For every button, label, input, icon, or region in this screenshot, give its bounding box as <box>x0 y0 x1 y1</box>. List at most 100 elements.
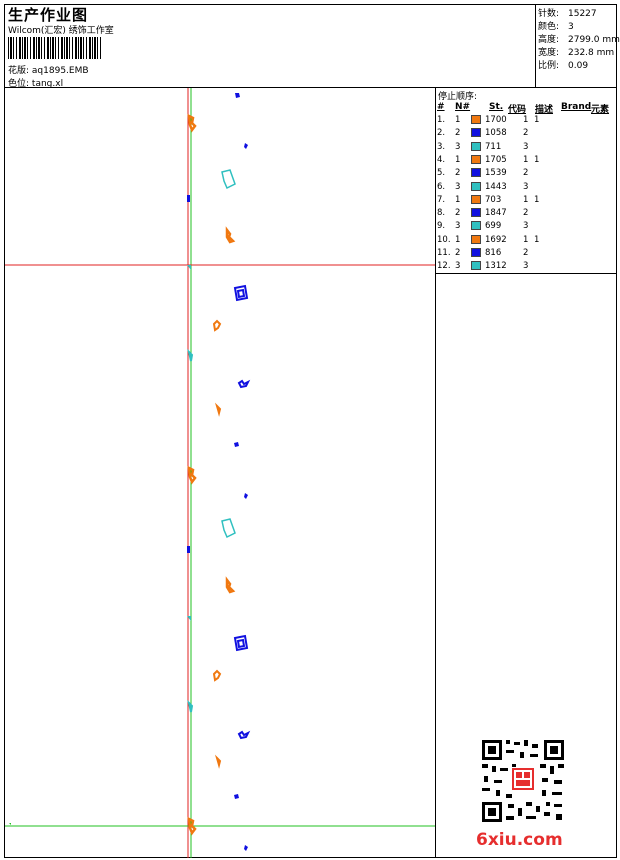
row-stitches: 703 <box>485 194 502 205</box>
row-code: 2 <box>523 208 529 219</box>
col-header-index: # <box>437 102 445 112</box>
stop-sequence-panel <box>435 88 617 858</box>
cyan-stitch-1 <box>221 169 236 190</box>
row-index: 10. <box>437 234 451 245</box>
stop-sequence-title: 停止顺序: <box>438 92 478 102</box>
row-code: 2 <box>523 168 529 179</box>
row-code: 3 <box>523 181 529 192</box>
row-needle: 3 <box>455 261 461 272</box>
col-header-needle: N# <box>455 102 471 112</box>
row-needle: 3 <box>455 181 461 192</box>
row-index: 4. <box>437 154 446 165</box>
row-needle: 3 <box>455 221 461 232</box>
row-stitches: 1539 <box>485 168 507 179</box>
color-swatch <box>471 261 481 271</box>
table-row: 5. 2 1539 2 <box>436 167 614 180</box>
colorpos-value: tang.xl <box>31 79 64 89</box>
color-position: 色位: tang.xl <box>8 76 63 89</box>
blue-stitch-11 <box>234 794 239 799</box>
orange-stitch-3 <box>212 319 222 332</box>
row-index: 11. <box>437 248 451 258</box>
blue-stitch-7 <box>244 493 248 499</box>
color-swatch <box>471 168 481 178</box>
row-code: 2 <box>523 248 529 258</box>
table-row: 4. 1 1705 1 1 <box>436 154 614 167</box>
row-code: 1 <box>523 154 529 165</box>
table-row: 3. 3 711 3 <box>436 141 614 154</box>
row-stitches: 1705 <box>485 154 507 165</box>
orange-stitch-8 <box>214 754 222 769</box>
row-needle: 2 <box>455 208 461 219</box>
header-stats-box <box>535 4 617 88</box>
table-row: 8. 2 1847 2 <box>436 207 614 220</box>
row-index: 5. <box>437 168 446 179</box>
color-swatch <box>471 248 481 257</box>
row-stitches: 1692 <box>485 234 507 245</box>
table-row: 7. 1 703 1 1 <box>436 194 614 207</box>
row-stitches: 1058 <box>485 128 507 139</box>
stat-width: 宽度: 232.8 mm <box>538 48 615 58</box>
row-needle: 2 <box>455 168 461 179</box>
table-row: 12. 3 1312 3 <box>436 260 614 273</box>
barcode <box>8 37 103 59</box>
blue-stitch-4 <box>233 284 249 302</box>
color-swatch <box>471 115 481 124</box>
blue-stitch-12 <box>244 845 248 851</box>
color-swatch <box>471 141 481 151</box>
motif-group-top <box>187 93 248 270</box>
col-header-element: 元素 <box>591 105 610 115</box>
color-swatch <box>471 234 481 244</box>
row-stitches: 1700 <box>485 115 507 125</box>
row-index: 1. <box>437 115 446 125</box>
col-header-desc: 描述 <box>535 105 554 115</box>
table-row: 6. 3 1443 3 <box>436 181 614 194</box>
cyan-stitch-6 <box>187 699 194 713</box>
orange-stitch-5 <box>187 465 197 485</box>
stat-height: 高度: 2799.0 mm <box>538 35 620 45</box>
table-row: 9. 3 699 3 <box>436 220 614 233</box>
header-info-box <box>4 4 536 88</box>
page-title: 生产作业图 <box>8 6 89 24</box>
embroidery-canvas <box>5 88 435 858</box>
table-row: 2. 2 1058 2 <box>436 127 614 140</box>
panel-divider <box>435 273 617 274</box>
row-desc: 1 <box>534 115 540 125</box>
blue-stitch-10 <box>237 730 251 740</box>
row-stitches: 1847 <box>485 208 507 219</box>
cyan-stitch-3 <box>187 348 194 362</box>
green-origin-mark <box>9 823 11 825</box>
design-file: 花版: aq1895.EMB <box>8 63 89 76</box>
col-header-stitches: St. <box>489 102 504 112</box>
row-index: 6. <box>437 181 446 192</box>
blue-stitch-5 <box>237 379 251 389</box>
color-swatch <box>471 194 481 204</box>
row-index: 9. <box>437 221 446 232</box>
row-needle: 1 <box>455 234 461 245</box>
row-desc: 1 <box>534 154 540 165</box>
color-swatch <box>471 154 481 164</box>
color-swatch <box>471 128 481 138</box>
row-desc: 1 <box>534 234 540 245</box>
row-code: 1 <box>523 115 529 125</box>
row-index: 7. <box>437 194 446 205</box>
row-index: 12. <box>437 261 451 272</box>
orange-stitch-4 <box>214 402 222 417</box>
row-code: 2 <box>523 128 529 139</box>
motif-group-bottom <box>9 634 251 851</box>
blue-stitch-3 <box>187 195 190 202</box>
row-needle: 1 <box>455 194 461 205</box>
orange-stitch-2 <box>225 226 236 244</box>
table-row: 1. 1 1700 1 1 <box>436 114 614 127</box>
blue-stitch-9 <box>233 634 249 652</box>
cyan-stitch-5 <box>187 616 191 621</box>
row-stitches: 699 <box>485 221 502 232</box>
row-stitches: 1312 <box>485 261 507 272</box>
row-needle: 2 <box>455 248 461 258</box>
row-index: 2. <box>437 128 446 139</box>
blue-stitch-2 <box>244 143 248 149</box>
cyan-stitch-2 <box>187 265 191 270</box>
motif-group-middle <box>187 284 251 621</box>
design-label: 花版: <box>8 66 30 76</box>
design-value: aq1895.EMB <box>31 66 89 76</box>
col-header-code: 代码 <box>508 105 527 115</box>
